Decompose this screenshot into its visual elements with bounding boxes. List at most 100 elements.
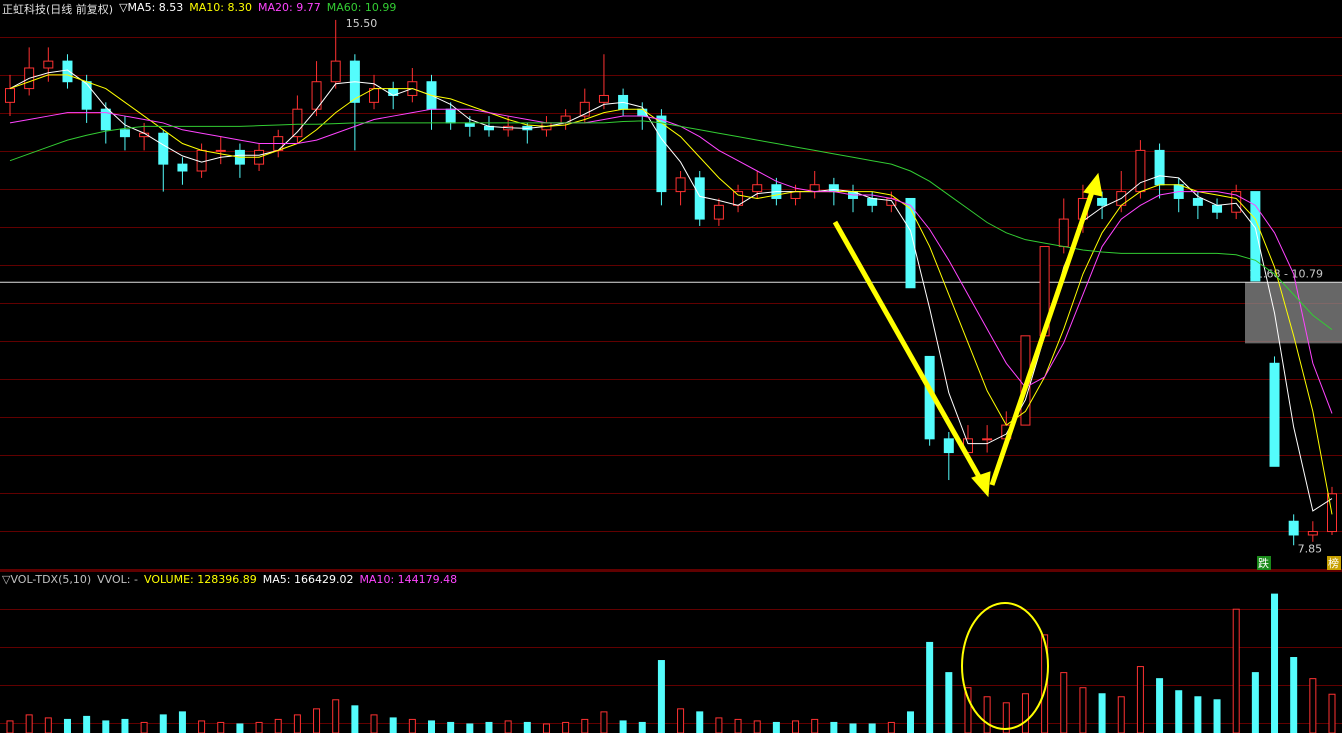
volume-bar	[753, 720, 761, 733]
volume-bar	[657, 660, 665, 733]
volume-bar	[370, 714, 378, 733]
candle-body	[292, 108, 303, 138]
volume-bar	[1290, 657, 1298, 733]
volume-bar	[83, 715, 91, 733]
volume-bar	[945, 672, 953, 733]
volume-bar	[504, 720, 512, 733]
highlight-band	[1245, 282, 1342, 344]
tag-box	[1327, 556, 1341, 570]
candle-body	[445, 108, 456, 124]
volume-bar	[906, 711, 914, 733]
volume-bar	[1060, 672, 1068, 733]
down-arrowhead	[971, 471, 991, 498]
volume-bar	[447, 721, 455, 733]
volume-circle	[961, 602, 1049, 730]
volume-bar	[734, 718, 742, 733]
legend-entry: ▽MA5: 8.53	[119, 1, 184, 14]
volume-bar	[428, 720, 436, 733]
candle-body	[215, 149, 226, 152]
up-arrow	[989, 191, 1095, 486]
volume-bar	[562, 721, 570, 733]
volume-bar	[811, 718, 819, 733]
volume-bar	[542, 723, 550, 733]
volume-legend-entry: VOLUME: 128396.89	[143, 573, 257, 586]
volume-bar	[1194, 696, 1202, 733]
volume-bar	[677, 708, 685, 733]
volume-bar	[887, 721, 895, 733]
low-label: 7.85	[1298, 542, 1323, 555]
legend-entry: MA10: 8.30	[189, 1, 252, 14]
up-arrowhead	[1083, 172, 1103, 197]
candle-body	[1097, 197, 1108, 206]
down-arrow	[832, 220, 985, 484]
volume-bar	[1156, 678, 1164, 733]
tag-label: 跌	[1258, 556, 1269, 570]
candle-body	[656, 115, 667, 193]
high-label: 15.50	[346, 17, 378, 30]
volume-bar	[408, 718, 416, 733]
highlight-label: 11.68 - 10.79	[1249, 267, 1323, 280]
volume-bar	[178, 711, 186, 733]
volume-bar	[63, 718, 71, 733]
candle-body	[752, 184, 763, 193]
candle-body	[100, 108, 111, 131]
volume-bar	[389, 717, 397, 733]
ma-line	[9, 120, 1333, 331]
candle-body	[694, 177, 705, 220]
candle-body	[828, 184, 839, 193]
volume-bar	[849, 723, 857, 733]
volume-bar	[696, 711, 704, 733]
volume-bar	[523, 721, 531, 733]
volume-bar	[1213, 699, 1221, 733]
candle-body	[1307, 531, 1318, 536]
volume-bar	[581, 718, 589, 733]
volume-bar	[217, 721, 225, 733]
legend-entry: MA60: 10.99	[326, 1, 397, 14]
price-panel-background	[0, 0, 1342, 570]
candle-body	[982, 438, 993, 441]
volume-bar	[293, 714, 301, 733]
candle-body	[579, 101, 590, 117]
volume-bar	[1079, 687, 1087, 733]
volume-bar	[121, 718, 129, 733]
candle-body	[1058, 218, 1069, 248]
volume-header: ▽VOL-TDX(5,10) VVOL: - VOLUME: 128396.89 MA…	[2, 573, 457, 586]
candle-body	[464, 122, 475, 127]
candle-body	[1231, 191, 1242, 213]
candle-body	[177, 163, 188, 172]
volume-bar	[466, 723, 474, 733]
candle-body	[5, 88, 15, 103]
volume-bar	[638, 721, 646, 733]
volume-bar	[964, 687, 972, 733]
volume-bar	[772, 721, 780, 733]
volume-bar	[983, 696, 991, 733]
volume-bar	[236, 723, 244, 733]
volume-bar	[619, 720, 627, 733]
volume-legend-entry: ▽VOL-TDX(5,10)	[2, 573, 92, 586]
title: 正虹科技(日线 前复权)	[2, 3, 114, 16]
ma-line	[9, 108, 1333, 414]
volume-bar	[1136, 666, 1144, 733]
marks: 11.68 - 10.79 15.50 7.85 跌 榜	[0, 17, 1342, 733]
candle-body	[1154, 149, 1165, 186]
candle-body	[675, 177, 686, 193]
ma-line	[9, 74, 1333, 515]
volume-bar	[792, 720, 800, 733]
volume-bar	[1098, 693, 1106, 733]
volume-bar	[102, 720, 110, 733]
price-header: 正虹科技(日线 前复权) ▽MA5: 8.53 MA10: 8.30 MA20: 9…	[2, 1, 396, 17]
candle-body	[1269, 362, 1280, 467]
volume-bar	[868, 723, 876, 733]
volume-bar	[6, 720, 14, 733]
candle-body	[1288, 520, 1299, 536]
candle-body	[1250, 191, 1261, 282]
volume-bar	[1175, 690, 1183, 733]
volume-bar	[140, 721, 148, 733]
tag-box	[1257, 556, 1271, 570]
candle-body	[713, 204, 724, 220]
volume-bar	[1309, 678, 1317, 733]
volume-bar	[1117, 696, 1125, 733]
volume-bar	[1021, 693, 1029, 733]
volume-bar	[313, 708, 321, 733]
